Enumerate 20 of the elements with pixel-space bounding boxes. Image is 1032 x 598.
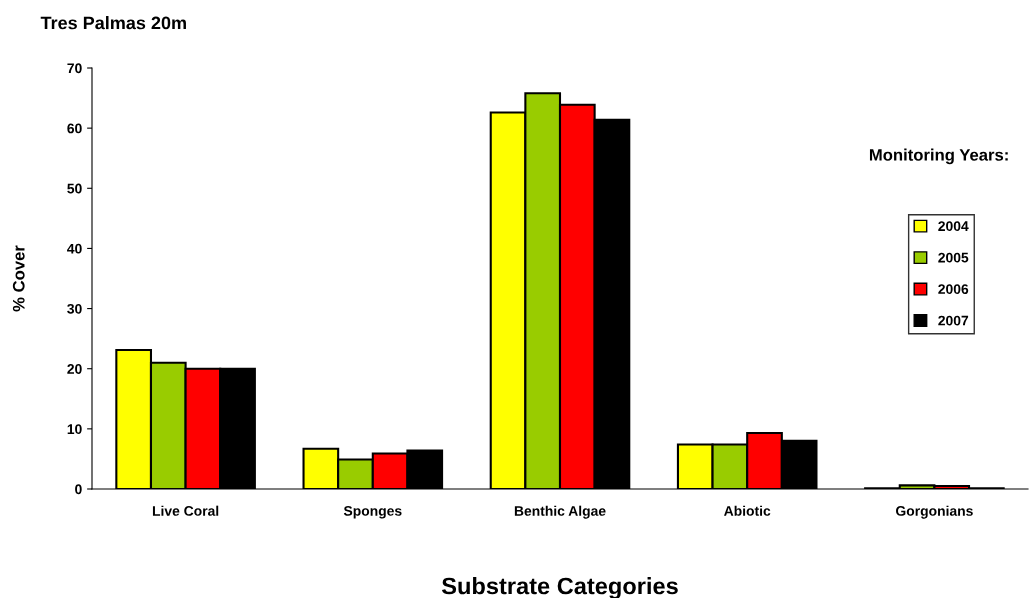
legend-label: 2006: [938, 284, 969, 295]
y-tick-label: 0: [75, 484, 82, 495]
legend-title: Monitoring Years:: [869, 148, 1008, 165]
x-tick-label: Sponges: [343, 505, 402, 519]
x-tick-label: Gorgonians: [896, 505, 973, 519]
y-tick-label: 60: [67, 123, 82, 134]
legend-label: 2004: [938, 221, 969, 232]
y-tick-label: 20: [67, 364, 82, 374]
legend-label: 2005: [938, 252, 969, 263]
y-tick-label: 40: [67, 243, 82, 254]
y-tick-label: 30: [67, 303, 82, 314]
x-tick-label: Live Coral: [152, 505, 219, 516]
y-axis-title: % Cover: [12, 245, 25, 312]
legend-label: 2007: [938, 315, 969, 326]
x-tick-label: Benthic Algae: [514, 505, 606, 519]
y-tick-label: 10: [67, 424, 82, 435]
y-tick-label: 50: [67, 183, 82, 194]
y-tick-label: 70: [67, 63, 82, 74]
chart-title: Tres Palmas 20m: [40, 16, 186, 30]
x-tick-label: Abiotic: [724, 505, 771, 516]
